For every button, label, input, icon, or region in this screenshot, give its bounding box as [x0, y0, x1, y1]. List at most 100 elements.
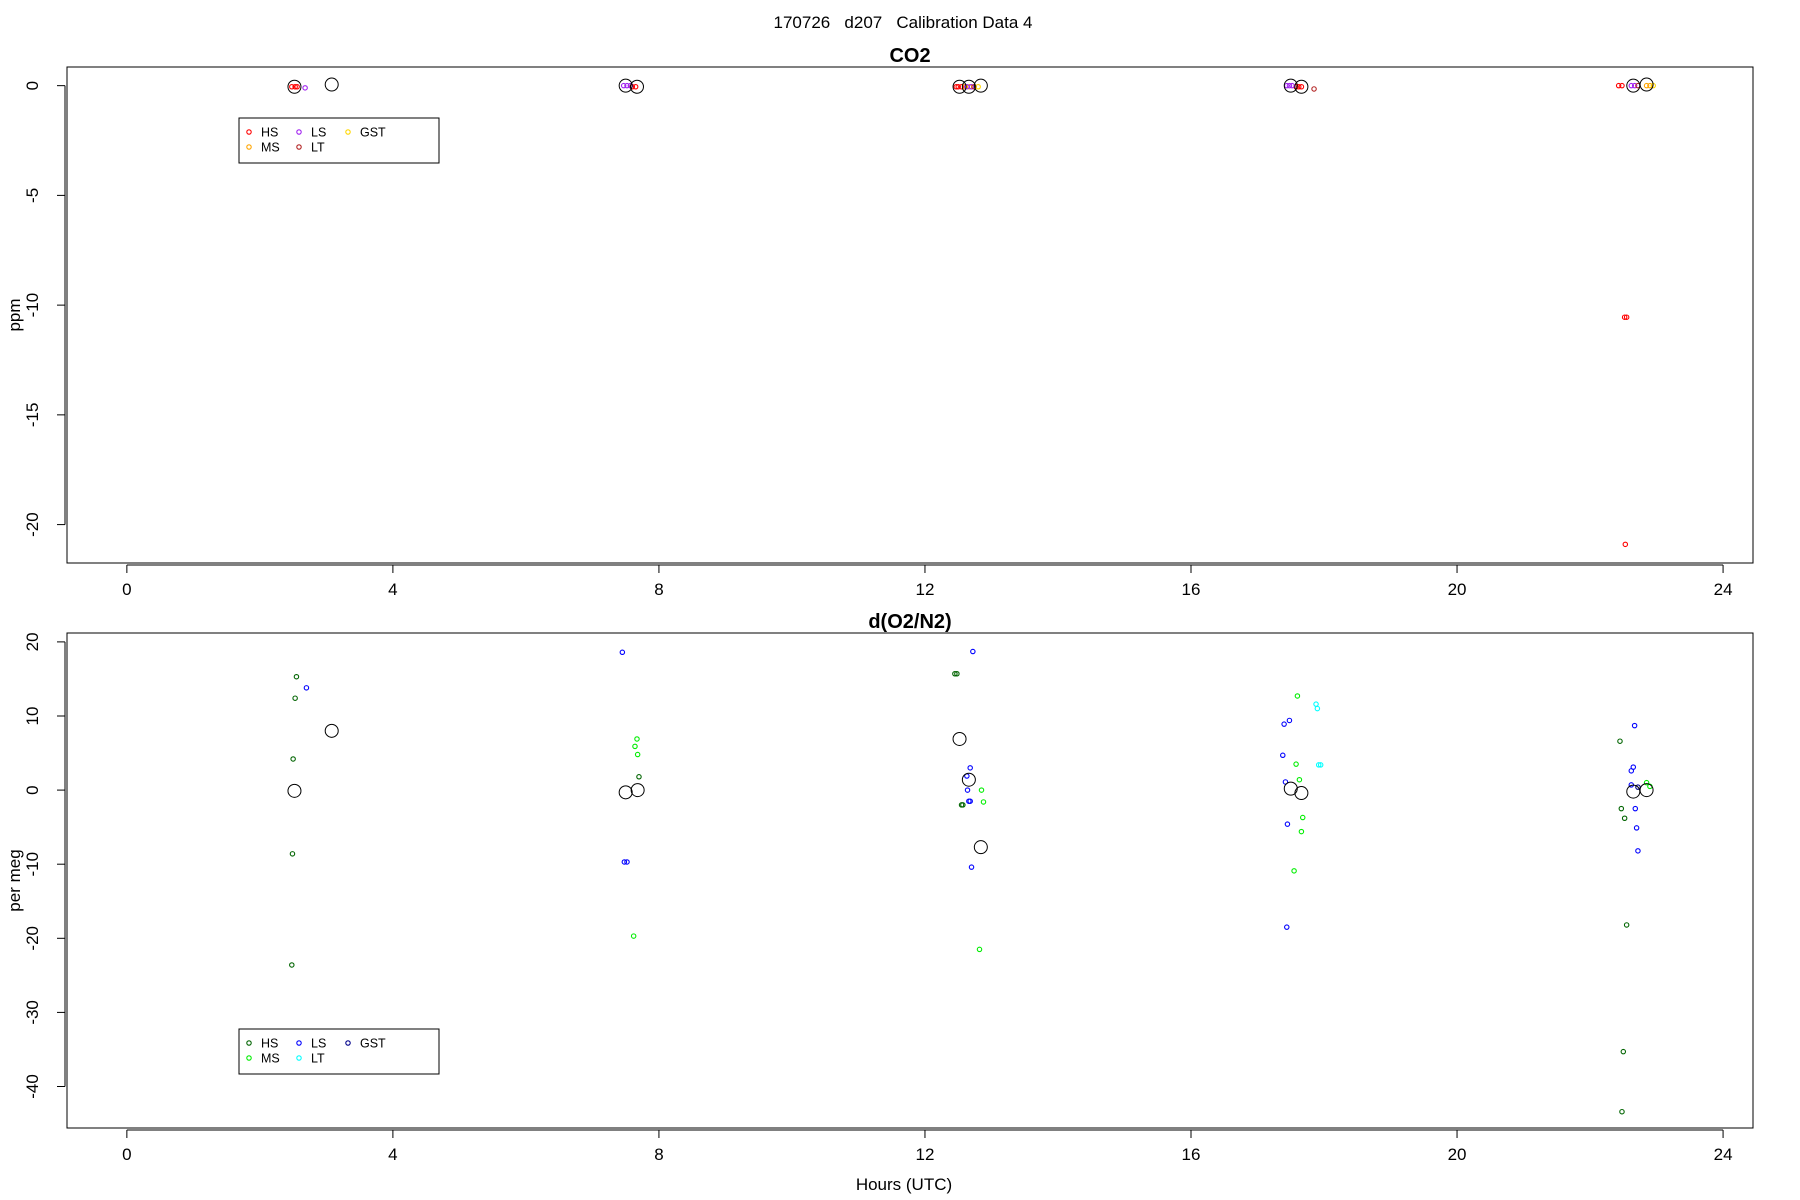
co2-x-tick-label: 20	[1448, 580, 1467, 599]
o2n2-point-ms	[980, 799, 987, 805]
co2-point-lt	[1311, 86, 1317, 92]
o2n2-y-tick-label: 10	[23, 707, 42, 726]
co2-legend-marker	[296, 129, 302, 135]
co2-point-ls	[1289, 82, 1295, 89]
o2n2-point-hs	[1620, 1048, 1627, 1055]
o2n2-point-ms	[1293, 761, 1299, 767]
co2-y-axis-title: ppm	[5, 298, 24, 331]
o2n2-legend-label: LT	[311, 1052, 325, 1066]
co2-legend-label: GST	[360, 126, 386, 140]
o2n2-plot-frame	[66, 632, 1754, 1129]
co2-point-hs	[953, 84, 959, 90]
o2n2-y-tick-label: 0	[23, 785, 42, 794]
co2-panel-title: CO2	[889, 45, 930, 67]
o2n2-point-ls	[1286, 717, 1293, 724]
co2-point-ls	[1631, 82, 1638, 89]
co2-point-ms	[1647, 82, 1653, 89]
co2-legend-marker	[345, 129, 351, 135]
o2n2-point-ls	[1633, 825, 1640, 831]
o2n2-point-ms	[1296, 776, 1303, 783]
o2n2-x-tick-label: 0	[122, 1145, 131, 1164]
o2n2-point-hs	[952, 671, 958, 677]
o2n2-point-ls	[967, 798, 973, 804]
o2n2-point-mean	[961, 772, 976, 787]
co2-point-hs	[1295, 84, 1302, 90]
o2n2-point-ls	[1284, 821, 1291, 827]
o2n2-y-tick-label: -20	[23, 926, 42, 951]
o2n2-x-tick-label: 8	[654, 1145, 663, 1164]
o2n2-point-ls	[621, 859, 628, 865]
o2n2-point-ms	[978, 787, 985, 793]
o2n2-point-mean	[973, 840, 988, 855]
o2n2-point-hs	[1617, 738, 1623, 744]
o2n2-point-lt	[1314, 705, 1321, 712]
o2n2-point-ls	[1635, 848, 1641, 854]
co2-legend-marker	[246, 144, 252, 150]
o2n2-point-lt	[1315, 762, 1322, 768]
o2n2-point-ls	[967, 765, 973, 771]
co2-point-hs	[632, 84, 639, 90]
co2-point-hs	[1623, 314, 1630, 320]
co2-x-tick-label: 16	[1182, 580, 1201, 599]
o2n2-x-tick-label: 24	[1714, 1145, 1733, 1164]
o2n2-point-hs	[960, 802, 966, 808]
co2-point-hs	[1622, 541, 1629, 548]
o2n2-panel-title: d(O2/N2)	[868, 611, 951, 633]
x-axis-title: Hours (UTC)	[856, 1175, 952, 1194]
co2-x-tick-label: 24	[1714, 580, 1733, 599]
o2n2-point-mean	[324, 723, 339, 738]
o2n2-legend-label: GST	[360, 1037, 386, 1051]
co2-point-hs	[958, 84, 965, 90]
o2n2-x-tick-label: 20	[1448, 1145, 1467, 1164]
o2n2-point-mean	[952, 731, 967, 746]
co2-point-ls	[624, 82, 630, 89]
co2-point-gst	[975, 84, 981, 90]
co2-point-hs	[955, 84, 961, 90]
o2n2-point-hs	[1619, 1108, 1625, 1115]
co2-point-hs	[1619, 82, 1625, 89]
o2n2-point-hs	[292, 695, 298, 701]
co2-y-tick-label: 0	[23, 81, 42, 90]
o2n2-point-ms	[1291, 868, 1297, 874]
co2-point-hs	[292, 84, 298, 90]
o2n2-legend-marker	[246, 1040, 252, 1046]
o2n2-point-ls	[1281, 721, 1287, 727]
o2n2-x-tick-label: 12	[916, 1145, 935, 1164]
o2n2-point-ls	[970, 648, 976, 655]
o2n2-legend-label: HS	[261, 1037, 278, 1051]
o2n2-y-tick-label: -10	[23, 852, 42, 877]
co2-point-hs	[1298, 84, 1305, 90]
co2-x-tick-label: 12	[916, 580, 935, 599]
co2-x-tick-label: 8	[654, 580, 663, 599]
o2n2-point-mean	[1294, 786, 1309, 801]
o2n2-point-mean	[630, 783, 645, 798]
o2n2-point-hs	[1618, 805, 1625, 812]
co2-point-mean	[973, 78, 988, 93]
o2n2-legend: HS LS GST MS LT	[238, 1028, 440, 1075]
o2n2-point-ls	[1630, 764, 1637, 770]
co2-point-ls	[302, 85, 308, 91]
o2n2-y-tick-label: -40	[23, 1074, 42, 1099]
o2n2-point-ls	[964, 787, 971, 793]
co2-legend-box	[238, 117, 440, 164]
co2-legend-marker	[246, 129, 252, 135]
o2n2-legend-label: LS	[311, 1037, 326, 1051]
o2n2-point-hs	[1623, 922, 1630, 928]
co2-point-mean	[287, 79, 302, 94]
co2-point-ls	[968, 84, 975, 90]
co2-legend-label: MS	[261, 141, 280, 155]
co2-point-mean	[1294, 79, 1309, 94]
o2n2-point-ls	[1284, 924, 1290, 930]
o2n2-point-ls	[624, 859, 630, 865]
o2n2-point-hs	[289, 851, 296, 857]
co2-y-tick-label: -20	[23, 512, 42, 537]
o2n2-point-ms	[634, 751, 641, 758]
o2n2-point-ls	[1280, 752, 1286, 759]
o2n2-point-ls	[1632, 805, 1639, 812]
co2-point-hs	[294, 84, 300, 90]
o2n2-point-ms	[1299, 814, 1306, 821]
co2-point-hs	[1621, 314, 1628, 320]
o2n2-point-ms	[1298, 828, 1305, 835]
o2n2-point-mean	[618, 785, 633, 800]
co2-legend: HS LS GST MS LT	[238, 117, 440, 164]
